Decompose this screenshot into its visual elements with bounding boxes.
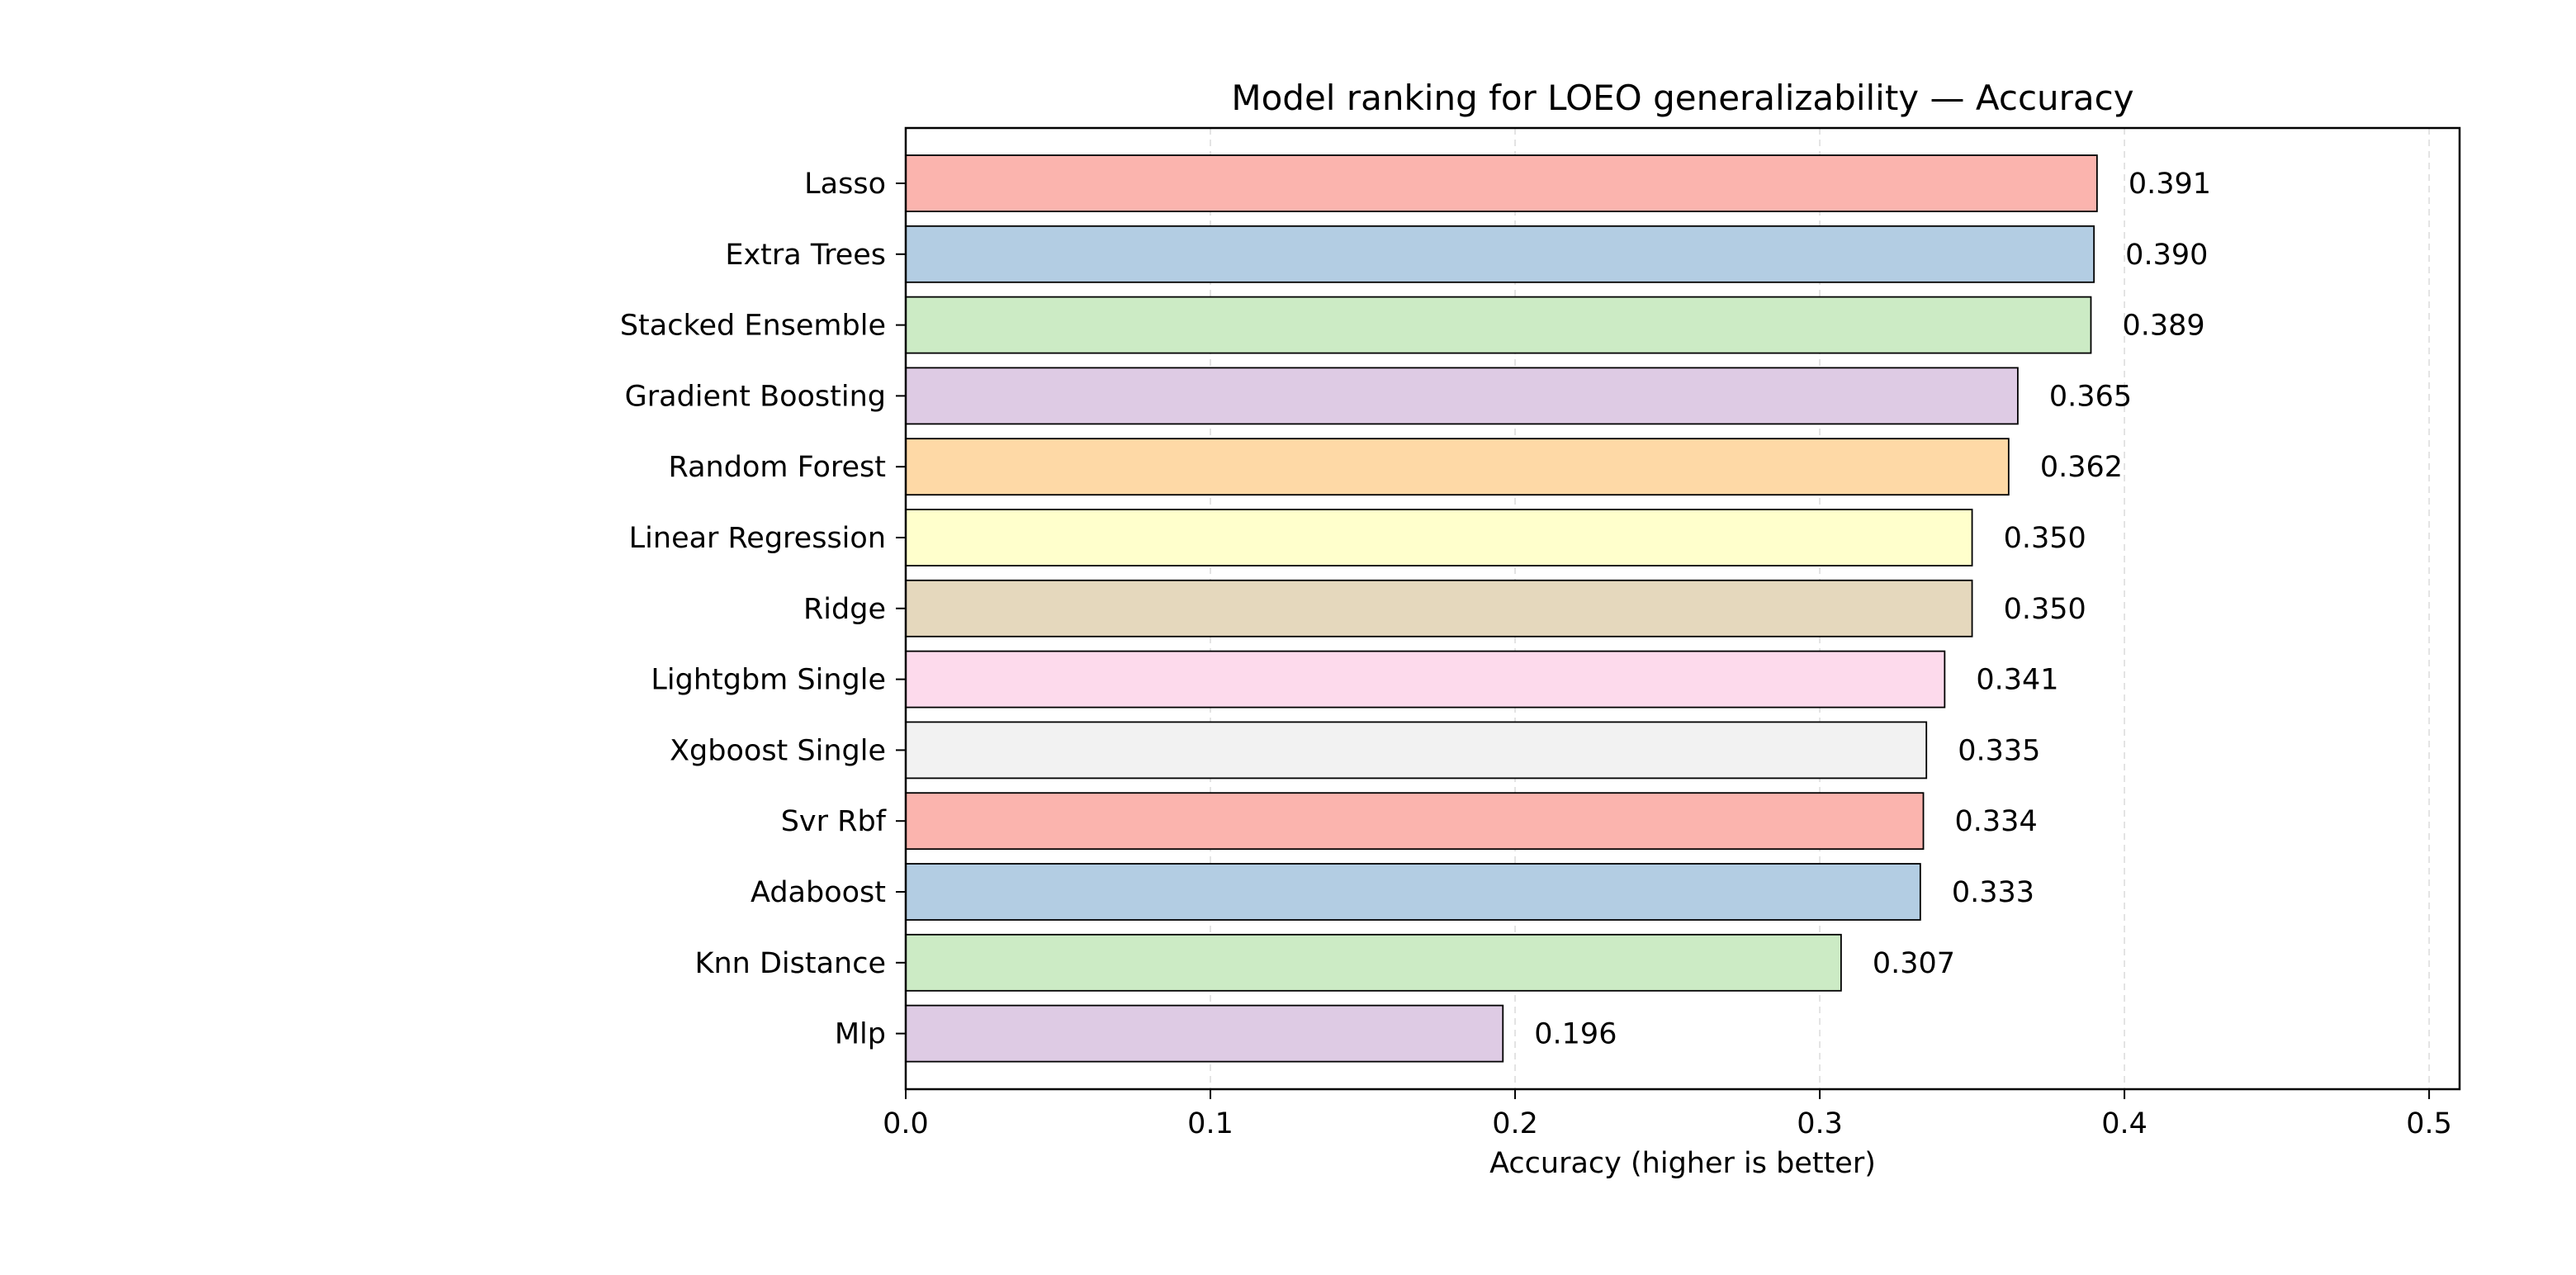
bar xyxy=(905,225,2095,283)
x-tick-label: 0.5 xyxy=(2406,1107,2452,1140)
bar-value-label: 0.350 xyxy=(2004,593,2086,626)
bar xyxy=(905,154,2098,212)
bar xyxy=(905,650,1946,709)
x-tick-label: 0.2 xyxy=(1492,1107,1538,1140)
bar-value-label: 0.335 xyxy=(1958,734,2040,767)
y-tick-label: Mlp xyxy=(835,1018,886,1051)
bar xyxy=(905,367,2019,425)
bar xyxy=(905,1004,1504,1063)
bar-value-label: 0.390 xyxy=(2125,239,2208,272)
y-tick-label: Ridge xyxy=(803,593,886,626)
x-tick-label: 0.0 xyxy=(883,1107,929,1140)
bar xyxy=(905,792,1925,851)
bar xyxy=(905,509,1973,566)
x-tick-label: 0.4 xyxy=(2101,1107,2147,1140)
y-axis-ticks: Lasso Extra Trees Stacked Ensemble Gradient… xyxy=(620,168,906,1051)
bar xyxy=(905,296,2092,354)
y-tick-label: Svr Rbf xyxy=(781,805,887,838)
y-tick-label: Stacked Ensemble xyxy=(620,310,886,343)
y-tick-label: Extra Trees xyxy=(725,239,886,272)
bar-value-label: 0.350 xyxy=(2004,522,2086,555)
value-labels: 0.391 0.390 0.389 0.365 0.362 0.350 0.350 0.341… xyxy=(1534,168,2211,1051)
y-tick-label: Knn Distance xyxy=(695,947,886,980)
y-tick-label: Linear Regression xyxy=(629,522,886,555)
x-tick-label: 0.3 xyxy=(1797,1107,1843,1140)
y-tick-label: Gradient Boosting xyxy=(625,380,886,413)
bar-value-label: 0.334 xyxy=(1955,805,2038,838)
bar-value-label: 0.365 xyxy=(2049,380,2132,413)
bar-value-label: 0.362 xyxy=(2040,451,2123,484)
y-tick-label: Random Forest xyxy=(669,451,886,484)
y-tick-label: Lightgbm Single xyxy=(651,664,886,697)
bar xyxy=(905,933,1842,992)
x-tick-label: 0.1 xyxy=(1187,1107,1234,1140)
bar-value-label: 0.341 xyxy=(1976,664,2058,697)
y-tick-label: Lasso xyxy=(804,168,886,201)
chart-title: Model ranking for LOEO generalizability … xyxy=(1231,78,2133,118)
bar xyxy=(905,721,1928,780)
bars xyxy=(905,154,2098,1063)
y-tick-label: Adaboost xyxy=(751,876,886,909)
bar-value-label: 0.333 xyxy=(1952,876,2034,909)
x-axis-label: Accuracy (higher is better) xyxy=(1489,1147,1876,1180)
bar-value-label: 0.196 xyxy=(1534,1018,1617,1051)
plot-frame xyxy=(904,126,2461,1091)
y-tick-label: Xgboost Single xyxy=(670,734,886,767)
x-axis-ticks: 0.0 0.1 0.2 0.3 0.4 0.5 xyxy=(883,1089,2452,1140)
bar xyxy=(905,863,1921,921)
bar-value-label: 0.307 xyxy=(1873,947,1955,980)
bar-value-label: 0.391 xyxy=(2129,168,2211,201)
bar xyxy=(905,579,1973,638)
bar-value-label: 0.389 xyxy=(2122,310,2204,343)
bar xyxy=(905,438,2010,496)
